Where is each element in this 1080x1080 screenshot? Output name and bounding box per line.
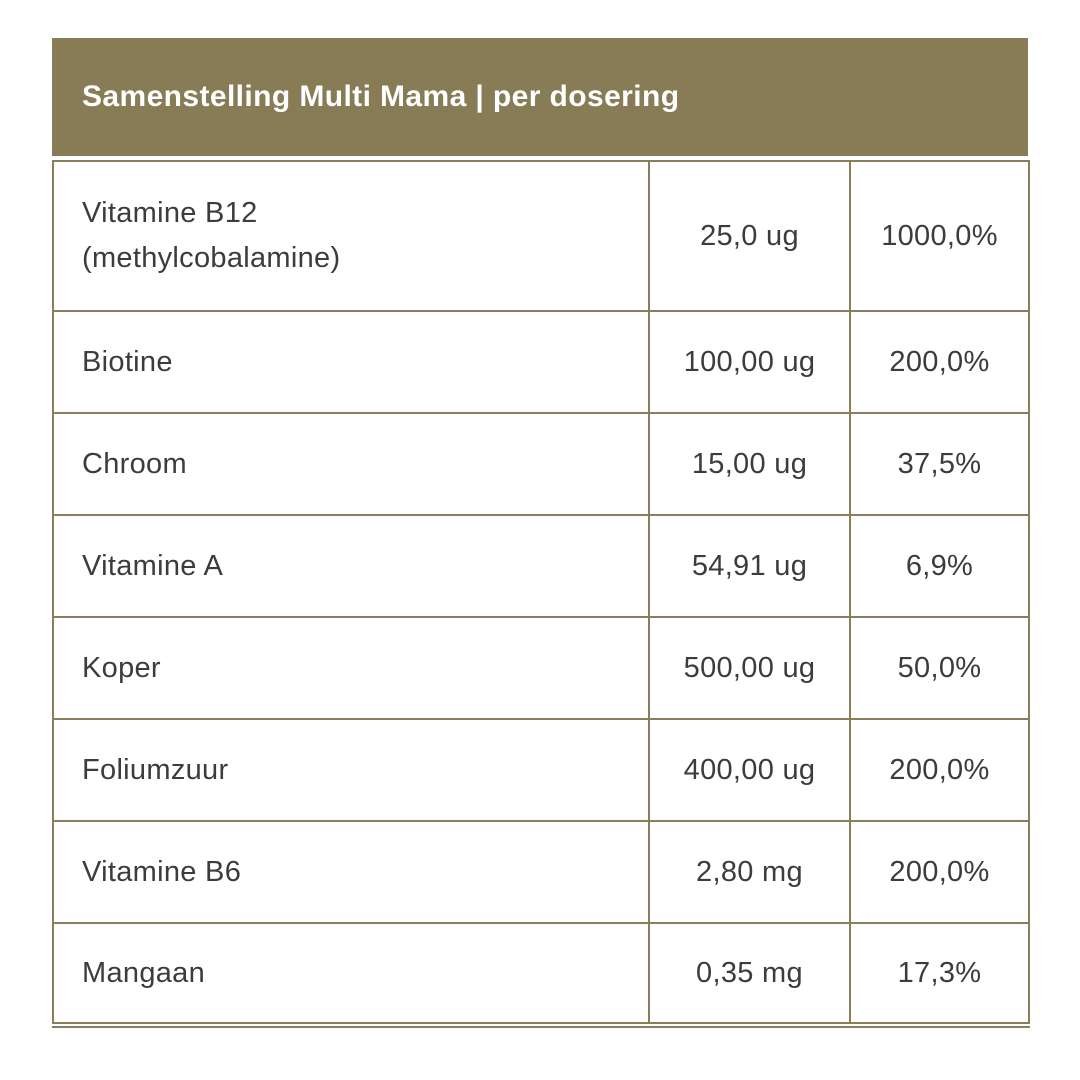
nutrient-percent: 200,0% — [849, 310, 1030, 414]
nutrient-name: Vitamine A — [52, 514, 650, 618]
nutrient-table-body: Vitamine B12 (methylcobalamine) 25,0 ug … — [52, 160, 1030, 1028]
table-row: Biotine 100,00 ug 200,0% — [52, 310, 1030, 414]
nutrient-name: Foliumzuur — [52, 718, 650, 822]
table-row: Koper 500,00 ug 50,0% — [52, 616, 1030, 720]
nutrient-amount: 54,91 ug — [648, 514, 851, 618]
table-title-bar: Samenstelling Multi Mama | per dosering — [52, 38, 1028, 156]
nutrient-amount: 25,0 ug — [648, 160, 851, 312]
table-row: Foliumzuur 400,00 ug 200,0% — [52, 718, 1030, 822]
nutrient-name: Koper — [52, 616, 650, 720]
nutrient-table: Vitamine B12 (methylcobalamine) 25,0 ug … — [52, 160, 1030, 1028]
nutrient-amount: 15,00 ug — [648, 412, 851, 516]
nutrient-percent: 200,0% — [849, 718, 1030, 822]
nutrient-percent: 50,0% — [849, 616, 1030, 720]
table-row: Vitamine A 54,91 ug 6,9% — [52, 514, 1030, 618]
nutrient-amount: 500,00 ug — [648, 616, 851, 720]
nutrient-amount: 2,80 mg — [648, 820, 851, 924]
nutrient-percent: 6,9% — [849, 514, 1030, 618]
nutrient-percent: 200,0% — [849, 820, 1030, 924]
nutrient-percent: 37,5% — [849, 412, 1030, 516]
nutrient-amount: 100,00 ug — [648, 310, 851, 414]
table-row: Vitamine B12 (methylcobalamine) 25,0 ug … — [52, 160, 1030, 312]
table-row: Vitamine B6 2,80 mg 200,0% — [52, 820, 1030, 924]
nutrient-name: Vitamine B12 (methylcobalamine) — [52, 160, 650, 312]
nutrient-name: Chroom — [52, 412, 650, 516]
nutrient-name: Biotine — [52, 310, 650, 414]
nutrient-name: Mangaan — [52, 922, 650, 1028]
nutrient-amount: 400,00 ug — [648, 718, 851, 822]
nutrient-percent: 1000,0% — [849, 160, 1030, 312]
composition-table: Samenstelling Multi Mama | per dosering … — [52, 38, 1030, 1028]
nutrient-amount: 0,35 mg — [648, 922, 851, 1028]
table-title: Samenstelling Multi Mama | per dosering — [82, 80, 680, 113]
nutrient-percent: 17,3% — [849, 922, 1030, 1028]
table-row: Chroom 15,00 ug 37,5% — [52, 412, 1030, 516]
table-row: Mangaan 0,35 mg 17,3% — [52, 922, 1030, 1028]
nutrient-name: Vitamine B6 — [52, 820, 650, 924]
